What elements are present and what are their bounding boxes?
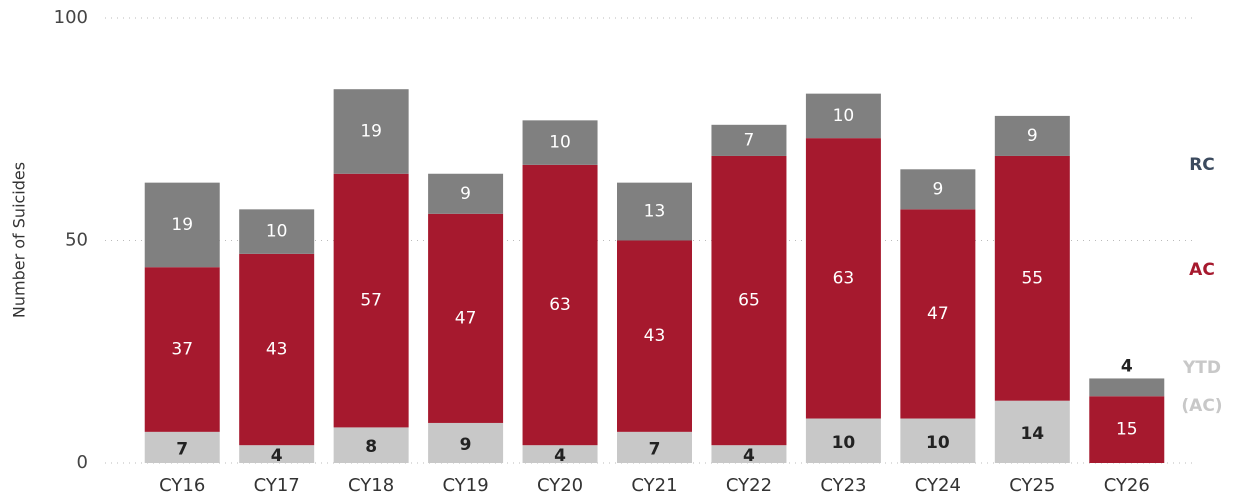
x-tick-label: CY22 xyxy=(726,475,772,496)
value-label: 4 xyxy=(743,446,755,466)
value-label: 63 xyxy=(833,268,855,288)
value-label: 10 xyxy=(926,433,950,453)
x-tick-label: CY23 xyxy=(820,475,866,496)
value-label: 63 xyxy=(549,295,571,315)
value-label: 4 xyxy=(1121,356,1133,376)
value-label: 19 xyxy=(171,215,193,235)
value-label: 47 xyxy=(927,304,949,324)
bar-segment xyxy=(144,182,220,268)
bar-segment xyxy=(994,155,1070,401)
legend-label: RC xyxy=(1189,155,1215,175)
bar-segment xyxy=(333,89,409,174)
value-label: 10 xyxy=(832,433,856,453)
bar-segment xyxy=(617,182,692,241)
value-label: 15 xyxy=(1116,420,1138,440)
bar-segment xyxy=(144,431,220,463)
value-label: 43 xyxy=(644,326,666,346)
value-label: 14 xyxy=(1020,424,1044,444)
bar-segment xyxy=(522,164,598,446)
x-tick-label: CY18 xyxy=(348,475,394,496)
bar-segment xyxy=(617,431,692,463)
value-label: 55 xyxy=(1021,268,1043,288)
bar-segment xyxy=(617,240,692,432)
bar-segment xyxy=(900,169,976,210)
value-label: 7 xyxy=(744,130,755,150)
bar-segment xyxy=(428,173,504,214)
value-label: 4 xyxy=(554,446,566,466)
bar-segment xyxy=(239,253,315,446)
value-label: 37 xyxy=(171,340,193,360)
value-label: 9 xyxy=(460,184,471,204)
bar-segment xyxy=(994,400,1070,463)
bar-segment xyxy=(711,155,787,446)
bar-segment xyxy=(428,422,504,463)
bar-segment xyxy=(1089,396,1165,463)
bar-segment xyxy=(333,427,409,463)
y-tick-label: 0 xyxy=(77,452,88,473)
x-tick-label: CY20 xyxy=(537,475,583,496)
value-label: 7 xyxy=(649,439,661,459)
bar-segment xyxy=(428,213,504,423)
bar-segment xyxy=(522,120,598,165)
x-tick-label: CY21 xyxy=(631,475,677,496)
value-label: 8 xyxy=(365,437,377,457)
y-tick-label: 50 xyxy=(65,230,88,251)
value-label: 65 xyxy=(738,291,760,311)
x-tick-label: CY16 xyxy=(159,475,205,496)
y-tick-label: 100 xyxy=(54,7,88,28)
bar-segment xyxy=(522,445,598,463)
legend-label: AC xyxy=(1189,260,1215,280)
value-label: 4 xyxy=(271,446,283,466)
value-label: 10 xyxy=(266,222,288,242)
bar-segment xyxy=(239,445,315,463)
x-tick-label: CY24 xyxy=(915,475,961,496)
legend-label: YTD (AC) xyxy=(1181,358,1223,416)
bar-segment xyxy=(900,418,976,463)
bar-segment xyxy=(805,138,881,419)
bar-segment xyxy=(333,173,409,428)
x-tick-label: CY19 xyxy=(443,475,489,496)
bar-segment xyxy=(994,115,1070,156)
value-label: 19 xyxy=(360,121,382,141)
value-label: 47 xyxy=(455,308,477,328)
bar-segment xyxy=(711,445,787,463)
value-label: 10 xyxy=(549,133,571,153)
x-tick-label: CY17 xyxy=(254,475,300,496)
value-label: 7 xyxy=(176,439,188,459)
bar-segment xyxy=(805,93,881,139)
bar-segment xyxy=(711,124,787,156)
value-label: 13 xyxy=(644,202,666,222)
value-label: 10 xyxy=(833,106,855,126)
value-label: 9 xyxy=(460,435,472,455)
bar-segment xyxy=(239,209,315,254)
bar-segment xyxy=(1089,378,1165,397)
value-label: 57 xyxy=(360,291,382,311)
x-tick-label: CY26 xyxy=(1104,475,1150,496)
y-axis-label: Number of Suicides xyxy=(10,162,29,318)
value-label: 9 xyxy=(1027,126,1038,146)
bar-segment xyxy=(144,267,220,432)
value-label: 43 xyxy=(266,340,288,360)
x-tick-label: CY25 xyxy=(1009,475,1055,496)
bar-segment xyxy=(805,418,881,463)
value-label: 9 xyxy=(932,179,943,199)
bar-segment xyxy=(900,209,976,419)
